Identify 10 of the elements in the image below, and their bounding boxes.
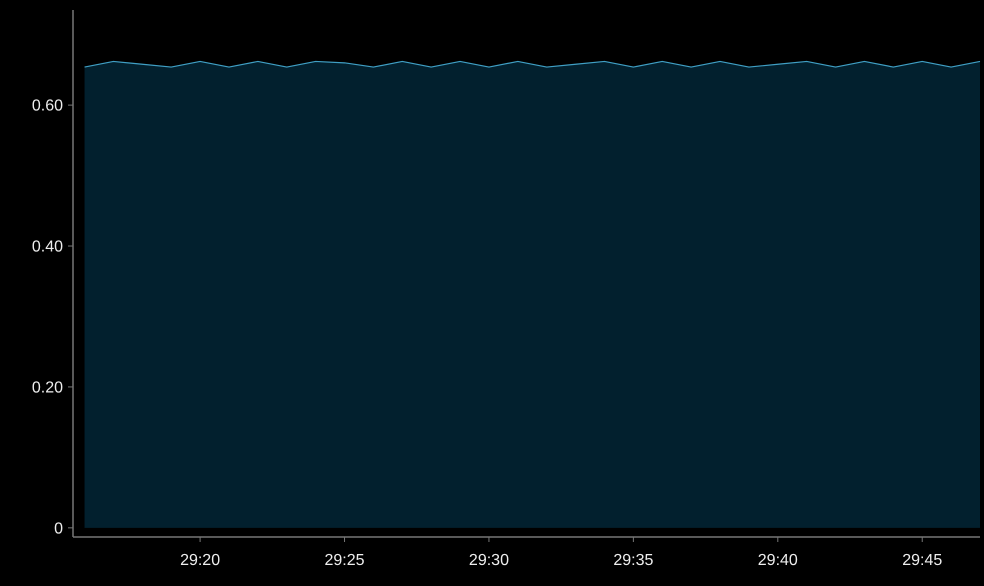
y-tick-label: 0 [54,520,64,538]
x-tick-label: 29:35 [613,552,654,569]
x-tick-label: 29:45 [902,552,942,569]
y-tick-label: 0.60 [32,98,64,115]
x-tick-label: 29:30 [468,552,510,569]
y-tick-label: 0.20 [32,380,64,397]
y-tick-label: 0.40 [32,238,64,256]
x-tick-label: 29:20 [180,552,220,569]
x-tick-label: 29:25 [324,552,365,569]
x-tick-label: 29:40 [758,552,798,569]
